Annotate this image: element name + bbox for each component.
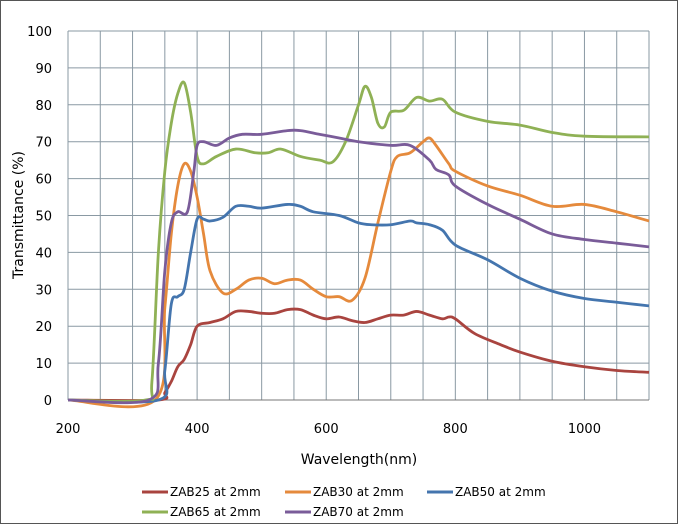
legend-label: ZAB50 at 2mm bbox=[455, 485, 546, 499]
legend-label: ZAB25 at 2mm bbox=[170, 485, 261, 499]
series-line-zab50 bbox=[67, 202, 650, 404]
y-tick-label: 100 bbox=[27, 25, 52, 40]
legend: ZAB25 at 2mm ZAB30 at 2mm ZAB50 at 2mm ZAB6… bbox=[142, 485, 546, 519]
y-tick-label: 90 bbox=[35, 62, 52, 77]
series-line-zab65 bbox=[67, 80, 650, 403]
y-tick-label: 80 bbox=[35, 99, 52, 114]
series-line-zab70 bbox=[67, 128, 650, 405]
y-tick-label: 0 bbox=[44, 394, 52, 409]
y-tick-label: 30 bbox=[35, 283, 52, 298]
series-line-zab30 bbox=[67, 136, 650, 409]
legend-label: ZAB70 at 2mm bbox=[313, 505, 404, 519]
x-tick-label: 200 bbox=[56, 422, 81, 437]
y-tick-label: 20 bbox=[35, 320, 52, 335]
x-axis-label: Wavelength(nm) bbox=[301, 452, 417, 468]
x-tick-label: 400 bbox=[185, 422, 210, 437]
y-tick-label: 10 bbox=[35, 357, 52, 372]
x-tick-label: 800 bbox=[443, 422, 468, 437]
y-tick-label: 60 bbox=[35, 173, 52, 188]
legend-label: ZAB30 at 2mm bbox=[313, 485, 404, 499]
y-tick-label: 40 bbox=[35, 246, 52, 261]
y-axis-label: Transmittance (%) bbox=[11, 151, 27, 280]
y-tick-label: 70 bbox=[35, 136, 52, 151]
tick-labels: 0 10 20 30 40 50 60 70 80 90 100 200 400 600 800 1000 bbox=[27, 25, 601, 437]
y-tick-label: 50 bbox=[35, 210, 52, 225]
series-line-zab25 bbox=[67, 307, 650, 402]
x-tick-label: 600 bbox=[314, 422, 339, 437]
series-lines bbox=[67, 80, 650, 409]
legend-label: ZAB65 at 2mm bbox=[170, 505, 261, 519]
x-tick-label: 1000 bbox=[568, 422, 601, 437]
